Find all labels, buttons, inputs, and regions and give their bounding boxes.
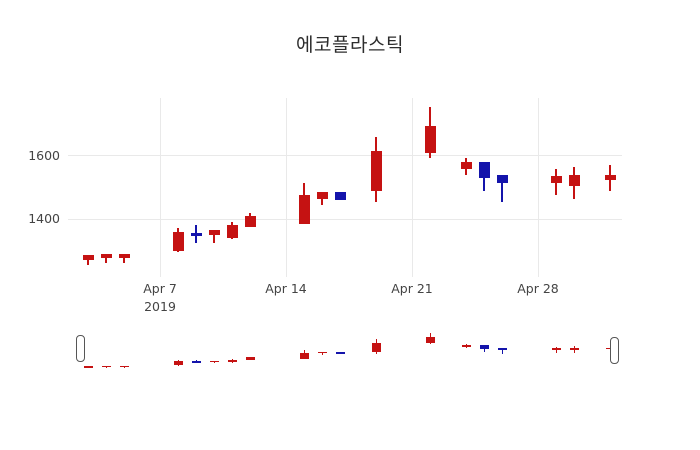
x-axis-tick-label: Apr 14 <box>265 281 307 296</box>
candlestick[interactable] <box>190 233 202 237</box>
rangeslider-candle <box>83 366 93 368</box>
x-gridline <box>285 98 287 277</box>
candlestick[interactable] <box>316 192 328 199</box>
candlestick[interactable] <box>370 151 382 191</box>
rangeslider-candle-wick <box>502 347 503 355</box>
rangeslider-candle <box>371 342 381 352</box>
candlestick[interactable] <box>298 195 310 224</box>
x-axis-year-label: 2019 <box>144 299 176 314</box>
y-gridline <box>68 218 622 220</box>
x-axis-tick-label: Apr 21 <box>391 281 433 296</box>
candlestick[interactable] <box>172 231 184 251</box>
x-gridline <box>159 98 161 277</box>
candlestick[interactable] <box>82 255 94 260</box>
candle-wick <box>123 253 125 264</box>
main-plot-area[interactable] <box>68 98 622 277</box>
rangeslider-candle <box>173 360 183 366</box>
candlestick[interactable] <box>100 253 112 259</box>
candlestick[interactable] <box>568 174 580 186</box>
y-axis-tick-label: 1400 <box>28 211 60 226</box>
rangeslider-candle <box>335 351 345 354</box>
candle-wick <box>213 230 215 243</box>
x-axis-tick-label: Apr 7 <box>143 281 177 296</box>
y-axis-tick-label: 1600 <box>28 147 60 163</box>
rangeslider-candle <box>227 359 237 363</box>
candlestick[interactable] <box>496 174 508 183</box>
rangeslider-candle <box>569 347 579 351</box>
candle-wick <box>501 174 503 202</box>
candle-wick <box>87 255 89 265</box>
candlestick[interactable] <box>478 162 490 179</box>
rangeslider-candle <box>551 348 561 350</box>
rangeslider-candle <box>479 345 489 349</box>
rangeslider-candle <box>497 347 507 350</box>
candle-wick <box>105 253 107 264</box>
rangeslider-candle <box>299 352 309 360</box>
rangeslider-candle <box>209 360 219 363</box>
y-gridline <box>68 155 622 157</box>
rangeslider-left-handle[interactable] <box>76 335 85 362</box>
candlestick[interactable] <box>118 253 130 259</box>
rangeslider[interactable] <box>74 330 621 370</box>
candlestick[interactable] <box>424 126 436 153</box>
candlestick[interactable] <box>604 174 616 180</box>
candlestick[interactable] <box>550 176 562 183</box>
candlestick[interactable] <box>226 225 238 238</box>
rangeslider-candle <box>245 357 255 360</box>
chart-title: 에코플라스틱 <box>296 34 404 56</box>
x-gridline <box>411 98 413 277</box>
rangeslider-candle <box>191 361 201 363</box>
candlestick[interactable] <box>208 230 220 235</box>
rangeslider-candle <box>119 365 129 368</box>
x-gridline <box>537 98 539 277</box>
rangeslider-right-handle[interactable] <box>610 337 619 364</box>
candlestick[interactable] <box>334 192 346 201</box>
rangeslider-candle <box>461 345 471 347</box>
rangeslider-candle <box>317 351 327 354</box>
rangeslider-candle <box>101 365 111 368</box>
candle-wick <box>321 192 323 205</box>
candlestick[interactable] <box>244 215 256 227</box>
candlestick[interactable] <box>460 162 472 169</box>
rangeslider-candle <box>425 336 435 343</box>
x-axis-tick-label: Apr 28 <box>517 281 559 296</box>
